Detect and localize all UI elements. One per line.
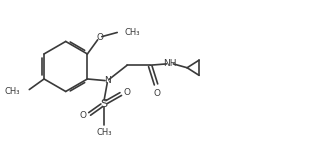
Text: S: S [100, 99, 108, 109]
Text: N: N [104, 76, 111, 85]
Text: O: O [96, 33, 103, 42]
Text: O: O [79, 111, 87, 120]
Text: NH: NH [163, 59, 176, 68]
Text: O: O [124, 88, 131, 97]
Text: CH₃: CH₃ [124, 28, 140, 37]
Text: O: O [153, 89, 160, 98]
Text: CH₃: CH₃ [96, 128, 112, 137]
Text: CH₃: CH₃ [5, 87, 20, 96]
